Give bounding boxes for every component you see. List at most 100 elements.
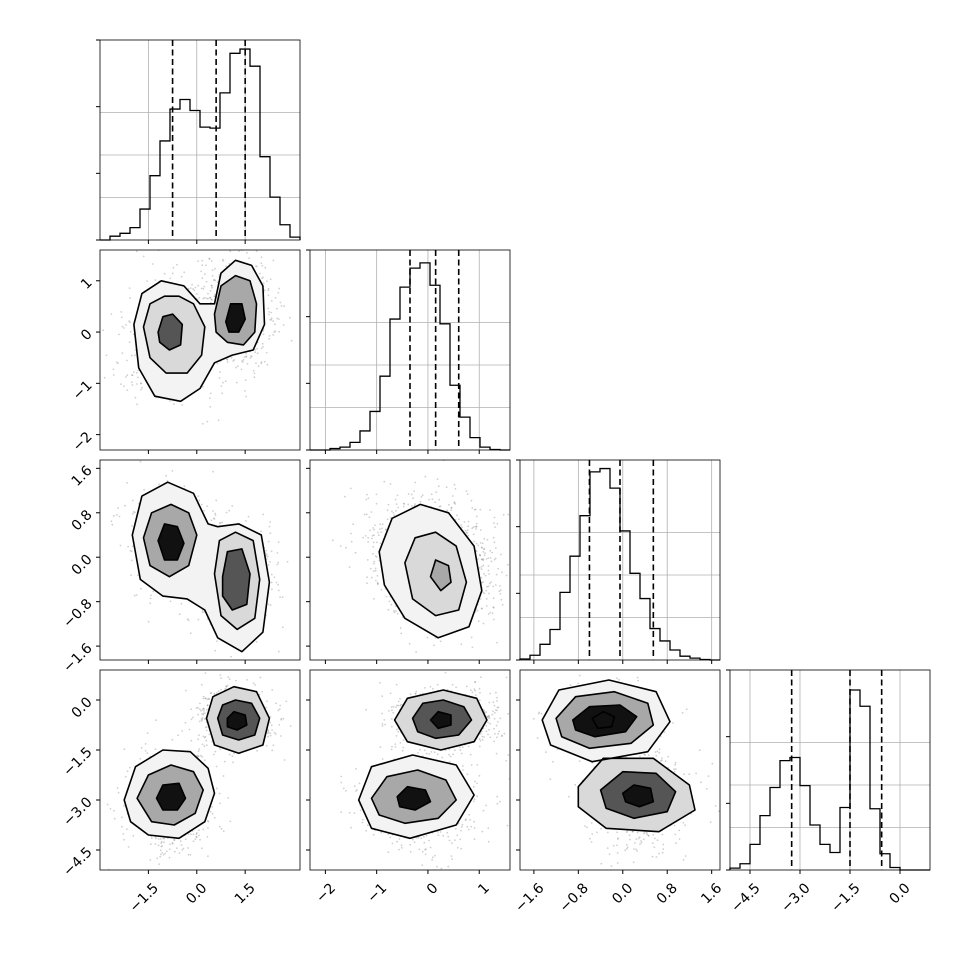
sample-point	[142, 255, 145, 258]
sample-point	[150, 837, 153, 839]
sample-point	[453, 501, 456, 504]
sample-point	[105, 354, 108, 357]
sample-point	[354, 551, 357, 554]
sample-point	[439, 640, 442, 643]
sample-point	[266, 363, 269, 366]
sample-point	[110, 313, 113, 315]
sample-point	[421, 494, 424, 497]
density-1-2-area	[102, 246, 293, 425]
sample-point	[369, 567, 372, 570]
contour-line-4	[213, 531, 261, 631]
hist-3-frame	[519, 459, 721, 661]
sample-point	[207, 292, 209, 295]
sample-point	[277, 650, 280, 653]
sample-point	[380, 531, 382, 533]
sample-point	[279, 596, 281, 599]
sample-point	[454, 503, 457, 505]
sample-point	[386, 518, 389, 521]
sample-point	[453, 483, 456, 486]
sample-point	[248, 257, 250, 259]
sample-point	[241, 360, 243, 362]
sample-point	[485, 589, 488, 592]
sample-point	[362, 536, 364, 539]
sample-point	[372, 541, 375, 544]
sample-point	[214, 750, 217, 753]
sample-point	[176, 847, 178, 850]
sample-point	[118, 333, 120, 336]
sample-point	[445, 486, 448, 489]
sample-point	[238, 250, 241, 252]
contour-line-2	[142, 295, 206, 374]
sample-point	[266, 555, 269, 558]
sample-point	[367, 536, 369, 539]
sample-point	[492, 606, 495, 609]
sample-point	[245, 246, 247, 248]
sample-point	[278, 287, 281, 290]
sample-point	[476, 609, 479, 612]
sample-point	[483, 592, 486, 595]
sample-point	[123, 327, 125, 329]
sample-point	[276, 317, 279, 320]
sample-point	[195, 836, 198, 839]
sample-point	[489, 611, 491, 614]
sample-point	[498, 590, 501, 593]
sample-point	[274, 330, 277, 333]
sample-point	[195, 293, 198, 295]
sample-point	[366, 582, 368, 585]
sample-point	[268, 337, 270, 340]
sample-point	[120, 311, 123, 313]
sample-point	[492, 536, 495, 539]
sample-point	[205, 280, 208, 283]
sample-point	[381, 523, 384, 526]
sample-point	[270, 581, 273, 584]
sample-point	[375, 579, 377, 582]
sample-point	[372, 546, 375, 548]
sample-point	[436, 478, 439, 480]
sample-point	[388, 600, 391, 603]
sample-point	[467, 520, 470, 523]
sample-point	[366, 493, 368, 496]
sample-point	[222, 830, 225, 833]
sample-point	[206, 836, 209, 838]
sample-point	[171, 272, 174, 275]
sample-point	[267, 564, 270, 566]
sample-point	[374, 567, 377, 570]
sample-point	[242, 361, 244, 363]
sample-point	[121, 325, 124, 328]
sample-point	[387, 608, 390, 611]
sample-point	[232, 360, 235, 362]
sample-point	[117, 362, 119, 365]
sample-point	[487, 585, 490, 588]
sample-point	[198, 499, 201, 502]
sample-point	[480, 576, 483, 579]
sample-point	[106, 803, 109, 806]
sample-point	[132, 511, 135, 513]
sample-point	[489, 557, 492, 559]
sample-point	[141, 386, 143, 389]
sample-point	[387, 503, 390, 506]
sample-point	[486, 538, 489, 541]
sample-point	[219, 371, 221, 373]
sample-point	[396, 494, 399, 497]
sample-point	[214, 649, 217, 652]
density-1-3-contours	[131, 481, 271, 653]
sample-point	[201, 385, 204, 388]
sample-point	[473, 508, 476, 511]
sample-point	[492, 606, 495, 609]
sample-point	[494, 584, 497, 586]
sample-point	[257, 365, 260, 368]
sample-point	[281, 596, 284, 599]
contour-line-5	[131, 481, 271, 653]
sample-point	[270, 317, 273, 320]
sample-point	[494, 557, 497, 560]
sample-point	[491, 612, 494, 615]
sample-point	[189, 287, 192, 289]
sample-point	[290, 339, 293, 342]
sample-point	[373, 560, 376, 563]
sample-point	[260, 362, 263, 365]
sample-point	[112, 368, 115, 371]
sample-point	[209, 810, 212, 813]
sample-point	[487, 569, 490, 572]
density-1-2-contours	[133, 259, 266, 403]
sample-point	[420, 496, 423, 498]
